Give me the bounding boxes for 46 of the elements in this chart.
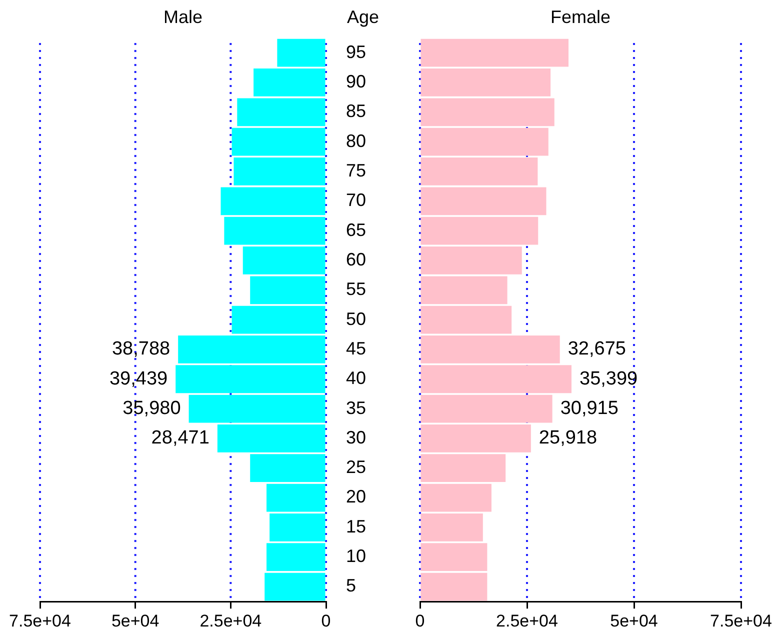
y-tick-label: 40 [346, 368, 366, 388]
data-label: 35,980 [122, 398, 181, 420]
y-tick-label: 85 [346, 101, 366, 122]
y-tick-label: 55 [346, 279, 366, 300]
bar [266, 484, 326, 512]
y-tick-label: 15 [346, 516, 366, 536]
y-tick-label: 20 [346, 486, 366, 507]
y-tick-label: 5 [346, 576, 356, 596]
x-tick-label: 0 [415, 611, 425, 630]
bar [264, 572, 326, 601]
chart-title: Female [550, 6, 611, 27]
chart-title: Male [163, 6, 203, 27]
y-tick-label: 25 [346, 457, 366, 478]
y-tick-label: 65 [346, 220, 366, 240]
data-label: 35,399 [580, 368, 638, 390]
bar [420, 306, 512, 334]
y-tick-label: 45 [346, 338, 366, 358]
data-label: 38,788 [112, 338, 170, 360]
bar [232, 306, 326, 334]
bar [188, 394, 326, 423]
y-tick-label: 75 [346, 160, 366, 180]
x-tick-label: 2.5e+04 [496, 611, 558, 630]
y-tick-label: 95 [346, 42, 366, 62]
y-tick-label: 90 [346, 71, 366, 92]
data-label: 39,439 [109, 368, 168, 390]
data-label: 25,918 [538, 428, 598, 449]
data-label: 32,675 [568, 338, 626, 360]
x-tick-label: 2.5e+04 [200, 611, 262, 630]
x-tick-label: 7.5e+04 [9, 611, 71, 630]
y-tick-label: 35 [346, 398, 366, 418]
y-tick-label: 30 [346, 427, 366, 448]
y-axis-title: Age [346, 6, 380, 27]
bar [420, 572, 488, 601]
y-tick-label: 10 [346, 546, 366, 566]
bar [420, 484, 492, 512]
y-tick-label: 60 [346, 249, 366, 270]
y-tick-label: 80 [346, 130, 366, 151]
y-tick-label: 70 [346, 190, 366, 210]
data-label: 30,915 [560, 398, 618, 420]
x-tick-label: 0 [321, 611, 331, 630]
y-tick-label: 50 [346, 308, 366, 329]
x-tick-label: 7.5e+04 [710, 611, 772, 630]
data-label: 28,471 [151, 428, 210, 449]
x-tick-label: 5e+04 [111, 611, 160, 630]
x-tick-label: 5e+04 [610, 611, 658, 630]
bar [420, 394, 552, 423]
